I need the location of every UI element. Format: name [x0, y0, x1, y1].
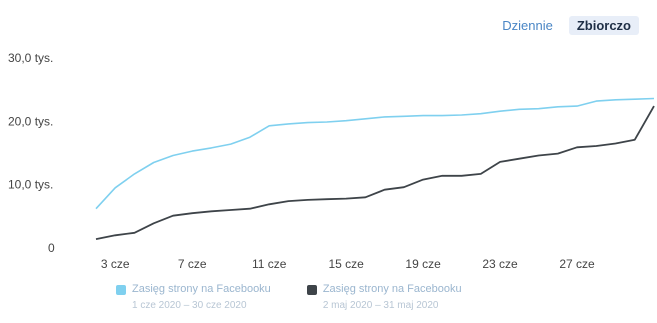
- legend-label-row: Zasięg strony na Facebooku: [116, 283, 271, 296]
- cumulative-reach-line-chart: 0 10,0 tys. 20,0 tys. 30,0 tys. 3 cze 7 cze 1…: [8, 51, 655, 271]
- legend-item-current[interactable]: Zasięg strony na Facebooku 1 cze 2020 – …: [116, 283, 271, 312]
- y-axis-ticks: 0 10,0 tys. 20,0 tys. 30,0 tys.: [8, 51, 55, 255]
- x-axis-ticks: 3 cze 7 cze 11 cze 15 cze 19 cze 23 cze 27 cze: [101, 257, 595, 271]
- legend-item-previous[interactable]: Zasięg strony na Facebooku 2 maj 2020 – …: [306, 283, 462, 312]
- daily-toggle-button[interactable]: Dziennie: [502, 18, 553, 33]
- legend-label-current: Zasięg strony na Facebooku: [132, 283, 271, 295]
- y-tick-label: 10,0 tys.: [8, 178, 53, 192]
- x-tick-label: 19 cze: [405, 257, 441, 271]
- legend-label-previous: Zasięg strony na Facebooku: [322, 283, 462, 295]
- legend-range-current: 1 cze 2020 – 30 cze 2020: [132, 300, 247, 312]
- cumulative-toggle-button[interactable]: Zbiorczo: [568, 16, 639, 35]
- x-tick-label: 23 cze: [482, 257, 518, 271]
- x-tick-label: 11 cze: [252, 257, 287, 271]
- x-tick-label: 7 cze: [178, 257, 207, 271]
- y-tick-label: 30,0 tys.: [8, 51, 53, 65]
- legend-swatch-current: [116, 284, 126, 295]
- x-tick-label: 27 cze: [559, 257, 595, 271]
- chart-legend: Zasięg strony na Facebooku 1 cze 2020 – …: [116, 283, 462, 312]
- x-tick-label: 15 cze: [328, 257, 364, 271]
- legend-range-previous: 2 maj 2020 – 31 maj 2020: [322, 300, 439, 312]
- series-line-current[interactable]: [95, 97, 655, 210]
- view-toggle: Dziennie Zbiorczo: [502, 16, 639, 35]
- y-tick-label: 0: [48, 241, 55, 255]
- legend-swatch-previous: [306, 284, 317, 295]
- y-tick-label: 20,0 tys.: [8, 114, 53, 128]
- legend-label-row: Zasięg strony na Facebooku: [306, 283, 462, 296]
- series-lines: [95, 97, 655, 240]
- series-line-previous[interactable]: [95, 105, 655, 240]
- x-tick-label: 3 cze: [101, 257, 130, 271]
